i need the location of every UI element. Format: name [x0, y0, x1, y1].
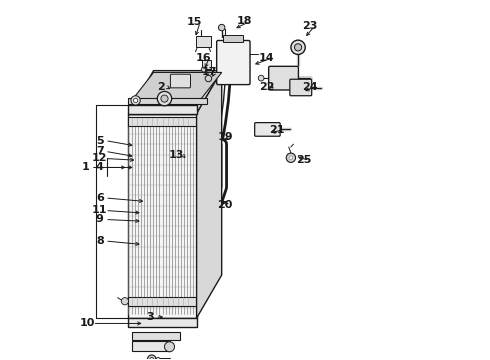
Circle shape [294, 44, 302, 51]
Bar [128, 297, 196, 306]
FancyBboxPatch shape [269, 66, 298, 90]
Text: 6: 6 [96, 193, 104, 203]
Circle shape [133, 98, 138, 103]
Circle shape [219, 24, 225, 31]
Circle shape [289, 156, 293, 159]
Bar [128, 98, 207, 104]
Text: 16: 16 [196, 53, 212, 63]
Bar [202, 60, 211, 69]
Text: 11: 11 [92, 206, 107, 216]
Circle shape [205, 75, 212, 82]
Bar [196, 36, 211, 47]
Text: 3: 3 [146, 312, 154, 322]
Polygon shape [196, 71, 221, 318]
Text: 22: 22 [259, 82, 274, 92]
Circle shape [286, 153, 295, 162]
Circle shape [291, 40, 305, 54]
Text: 18: 18 [237, 17, 252, 27]
Text: 1: 1 [81, 162, 89, 172]
FancyBboxPatch shape [217, 41, 250, 85]
Text: 20: 20 [218, 200, 233, 210]
Circle shape [122, 298, 128, 305]
Bar [132, 341, 170, 351]
Text: 12: 12 [92, 153, 107, 163]
Bar [128, 117, 196, 126]
Polygon shape [128, 71, 221, 114]
Circle shape [147, 355, 156, 360]
Bar [132, 332, 180, 339]
Text: 13: 13 [169, 150, 185, 160]
Circle shape [165, 342, 174, 352]
FancyBboxPatch shape [171, 74, 191, 88]
Text: 21: 21 [270, 125, 285, 135]
FancyBboxPatch shape [290, 79, 312, 96]
Text: 19: 19 [218, 132, 233, 142]
Bar [223, 36, 243, 42]
Circle shape [201, 67, 206, 72]
Text: 23: 23 [302, 21, 317, 31]
Circle shape [131, 96, 140, 105]
Polygon shape [128, 114, 196, 318]
Text: 25: 25 [296, 155, 312, 165]
Text: 5: 5 [96, 136, 103, 145]
FancyBboxPatch shape [255, 123, 280, 136]
Text: 8: 8 [96, 236, 104, 246]
Circle shape [150, 357, 153, 360]
Text: 7: 7 [96, 146, 104, 156]
Circle shape [258, 75, 264, 81]
Polygon shape [128, 72, 221, 105]
Text: 9: 9 [96, 215, 104, 224]
Bar [128, 105, 196, 114]
Text: 10: 10 [79, 319, 95, 328]
Text: 4: 4 [96, 162, 104, 172]
Text: 24: 24 [302, 82, 318, 92]
Text: 14: 14 [259, 53, 274, 63]
Text: 15: 15 [187, 17, 202, 27]
Circle shape [157, 91, 171, 106]
Circle shape [161, 95, 168, 102]
Text: 2: 2 [157, 82, 165, 92]
Text: 17: 17 [201, 67, 217, 77]
Bar [128, 318, 196, 327]
